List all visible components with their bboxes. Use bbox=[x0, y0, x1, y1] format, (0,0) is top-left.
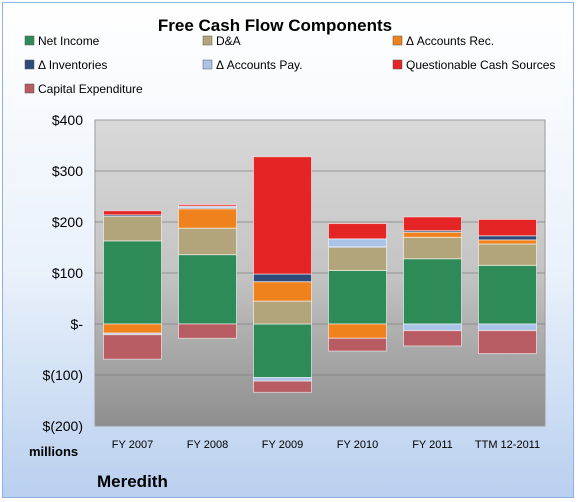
legend-label-questionable-cash-sources: Questionable Cash Sources bbox=[406, 58, 555, 72]
bar-segment-questionable-cash-sources-fy-2007 bbox=[103, 210, 162, 216]
bar-segment-accounts-rec-ttm-12-2011 bbox=[478, 239, 537, 245]
bar-segment-accounts-rec-fy-2011 bbox=[403, 231, 462, 238]
legend-swatch-accounts-rec bbox=[392, 35, 403, 46]
gridlines bbox=[95, 170, 545, 376]
bar-segment-net-income-fy-2009 bbox=[253, 323, 312, 379]
legend-swatch-accounts-pay bbox=[202, 59, 213, 70]
bar-segment-questionable-cash-sources-fy-2009 bbox=[253, 156, 312, 275]
legend: Net Income D&A Δ Accounts Rec. Δ Inventorie… bbox=[24, 34, 555, 96]
bar-segment-accounts-rec-fy-2008 bbox=[178, 208, 237, 229]
x-axis: FY 2007 FY 2008 FY 2009 FY 2010 FY 2011 TTM 1… bbox=[112, 439, 540, 451]
y-tick-label: $200 bbox=[52, 214, 83, 230]
x-tick-label: TTM 12-2011 bbox=[475, 439, 540, 451]
bar-segment-net-income-ttm-12-2011 bbox=[478, 264, 537, 325]
bar-segment-d-a-fy-2009 bbox=[253, 300, 312, 325]
x-tick-label: FY 2011 bbox=[412, 439, 453, 451]
bar-segment-accounts-pay-fy-2009 bbox=[253, 377, 312, 382]
bar-segment-questionable-cash-sources-fy-2011 bbox=[403, 216, 462, 232]
legend-label-inventories: Δ Inventories bbox=[38, 58, 107, 72]
bar-segment-accounts-rec-fy-2009 bbox=[253, 281, 312, 302]
legend-swatch-net-income bbox=[24, 35, 35, 46]
legend-label-accounts-rec: Δ Accounts Rec. bbox=[406, 34, 494, 48]
bar-segment-capital-expenditure-fy-2008 bbox=[178, 323, 237, 339]
bar-segment-capital-expenditure-fy-2007 bbox=[103, 334, 162, 360]
x-tick-label: FY 2008 bbox=[187, 439, 228, 451]
bar-segment-inventories-fy-2009 bbox=[253, 273, 312, 283]
bar-segment-capital-expenditure-fy-2010 bbox=[328, 337, 387, 352]
bar-segment-d-a-fy-2007 bbox=[103, 215, 162, 242]
bar-segment-d-a-fy-2008 bbox=[178, 227, 237, 256]
legend-label-d-a: D&A bbox=[216, 34, 241, 48]
chart-title: Free Cash Flow Components bbox=[158, 16, 392, 35]
bar-segment-d-a-fy-2010 bbox=[328, 247, 387, 271]
bar-segment-questionable-cash-sources-ttm-12-2011 bbox=[478, 218, 537, 237]
bar-segment-accounts-rec-fy-2010 bbox=[328, 323, 387, 339]
bar-segment-inventories-ttm-12-2011 bbox=[478, 235, 537, 241]
legend-swatch-d-a bbox=[202, 35, 213, 46]
company-name: Meredith bbox=[97, 472, 168, 491]
bar-segment-net-income-fy-2008 bbox=[178, 254, 237, 325]
legend-swatch-inventories bbox=[24, 59, 35, 70]
legend-label-capital-expenditure: Capital Expenditure bbox=[38, 82, 143, 96]
bar-segment-accounts-pay-fy-2010 bbox=[328, 238, 387, 247]
bar-segment-accounts-pay-ttm-12-2011 bbox=[478, 323, 537, 332]
bars bbox=[103, 156, 537, 393]
bar-segment-capital-expenditure-ttm-12-2011 bbox=[478, 330, 537, 355]
y-tick-label: $300 bbox=[52, 163, 83, 179]
chart-svg: Free Cash Flow Components Net Income D&A Δ… bbox=[24, 16, 555, 491]
bar-segment-questionable-cash-sources-fy-2010 bbox=[328, 223, 387, 240]
y-axis: $400 $300 $200 $100 $- $(100) $(200) bbox=[43, 112, 84, 434]
bar-segment-d-a-ttm-12-2011 bbox=[478, 243, 537, 266]
units-label: millions bbox=[29, 444, 78, 459]
bar-segment-net-income-fy-2010 bbox=[328, 269, 387, 325]
bar-segment-accounts-pay-fy-2011 bbox=[403, 323, 462, 332]
bar-segment-d-a-fy-2011 bbox=[403, 236, 462, 260]
bar-segment-net-income-fy-2007 bbox=[103, 240, 162, 325]
bar-segment-net-income-fy-2011 bbox=[403, 258, 462, 325]
y-tick-label: $(200) bbox=[43, 418, 83, 434]
x-tick-label: FY 2009 bbox=[262, 439, 303, 451]
chart-frame: Free Cash Flow Components Net Income D&A Δ… bbox=[2, 2, 574, 498]
y-tick-label: $400 bbox=[52, 112, 83, 128]
legend-label-net-income: Net Income bbox=[38, 34, 100, 48]
legend-label-accounts-pay: Δ Accounts Pay. bbox=[216, 58, 303, 72]
y-tick-label: $100 bbox=[52, 265, 83, 281]
y-tick-label: $- bbox=[71, 316, 84, 332]
bar-segment-capital-expenditure-fy-2011 bbox=[403, 330, 462, 347]
bar-segment-accounts-rec-fy-2007 bbox=[103, 323, 162, 334]
legend-swatch-questionable-cash-sources bbox=[392, 59, 403, 70]
x-tick-label: FY 2007 bbox=[112, 439, 153, 451]
bar-segment-questionable-cash-sources-fy-2008 bbox=[178, 204, 237, 207]
legend-swatch-capital-expenditure bbox=[24, 83, 35, 94]
bar-segment-capital-expenditure-fy-2009 bbox=[253, 380, 312, 393]
x-tick-label: FY 2010 bbox=[337, 439, 378, 451]
y-tick-label: $(100) bbox=[43, 367, 83, 383]
